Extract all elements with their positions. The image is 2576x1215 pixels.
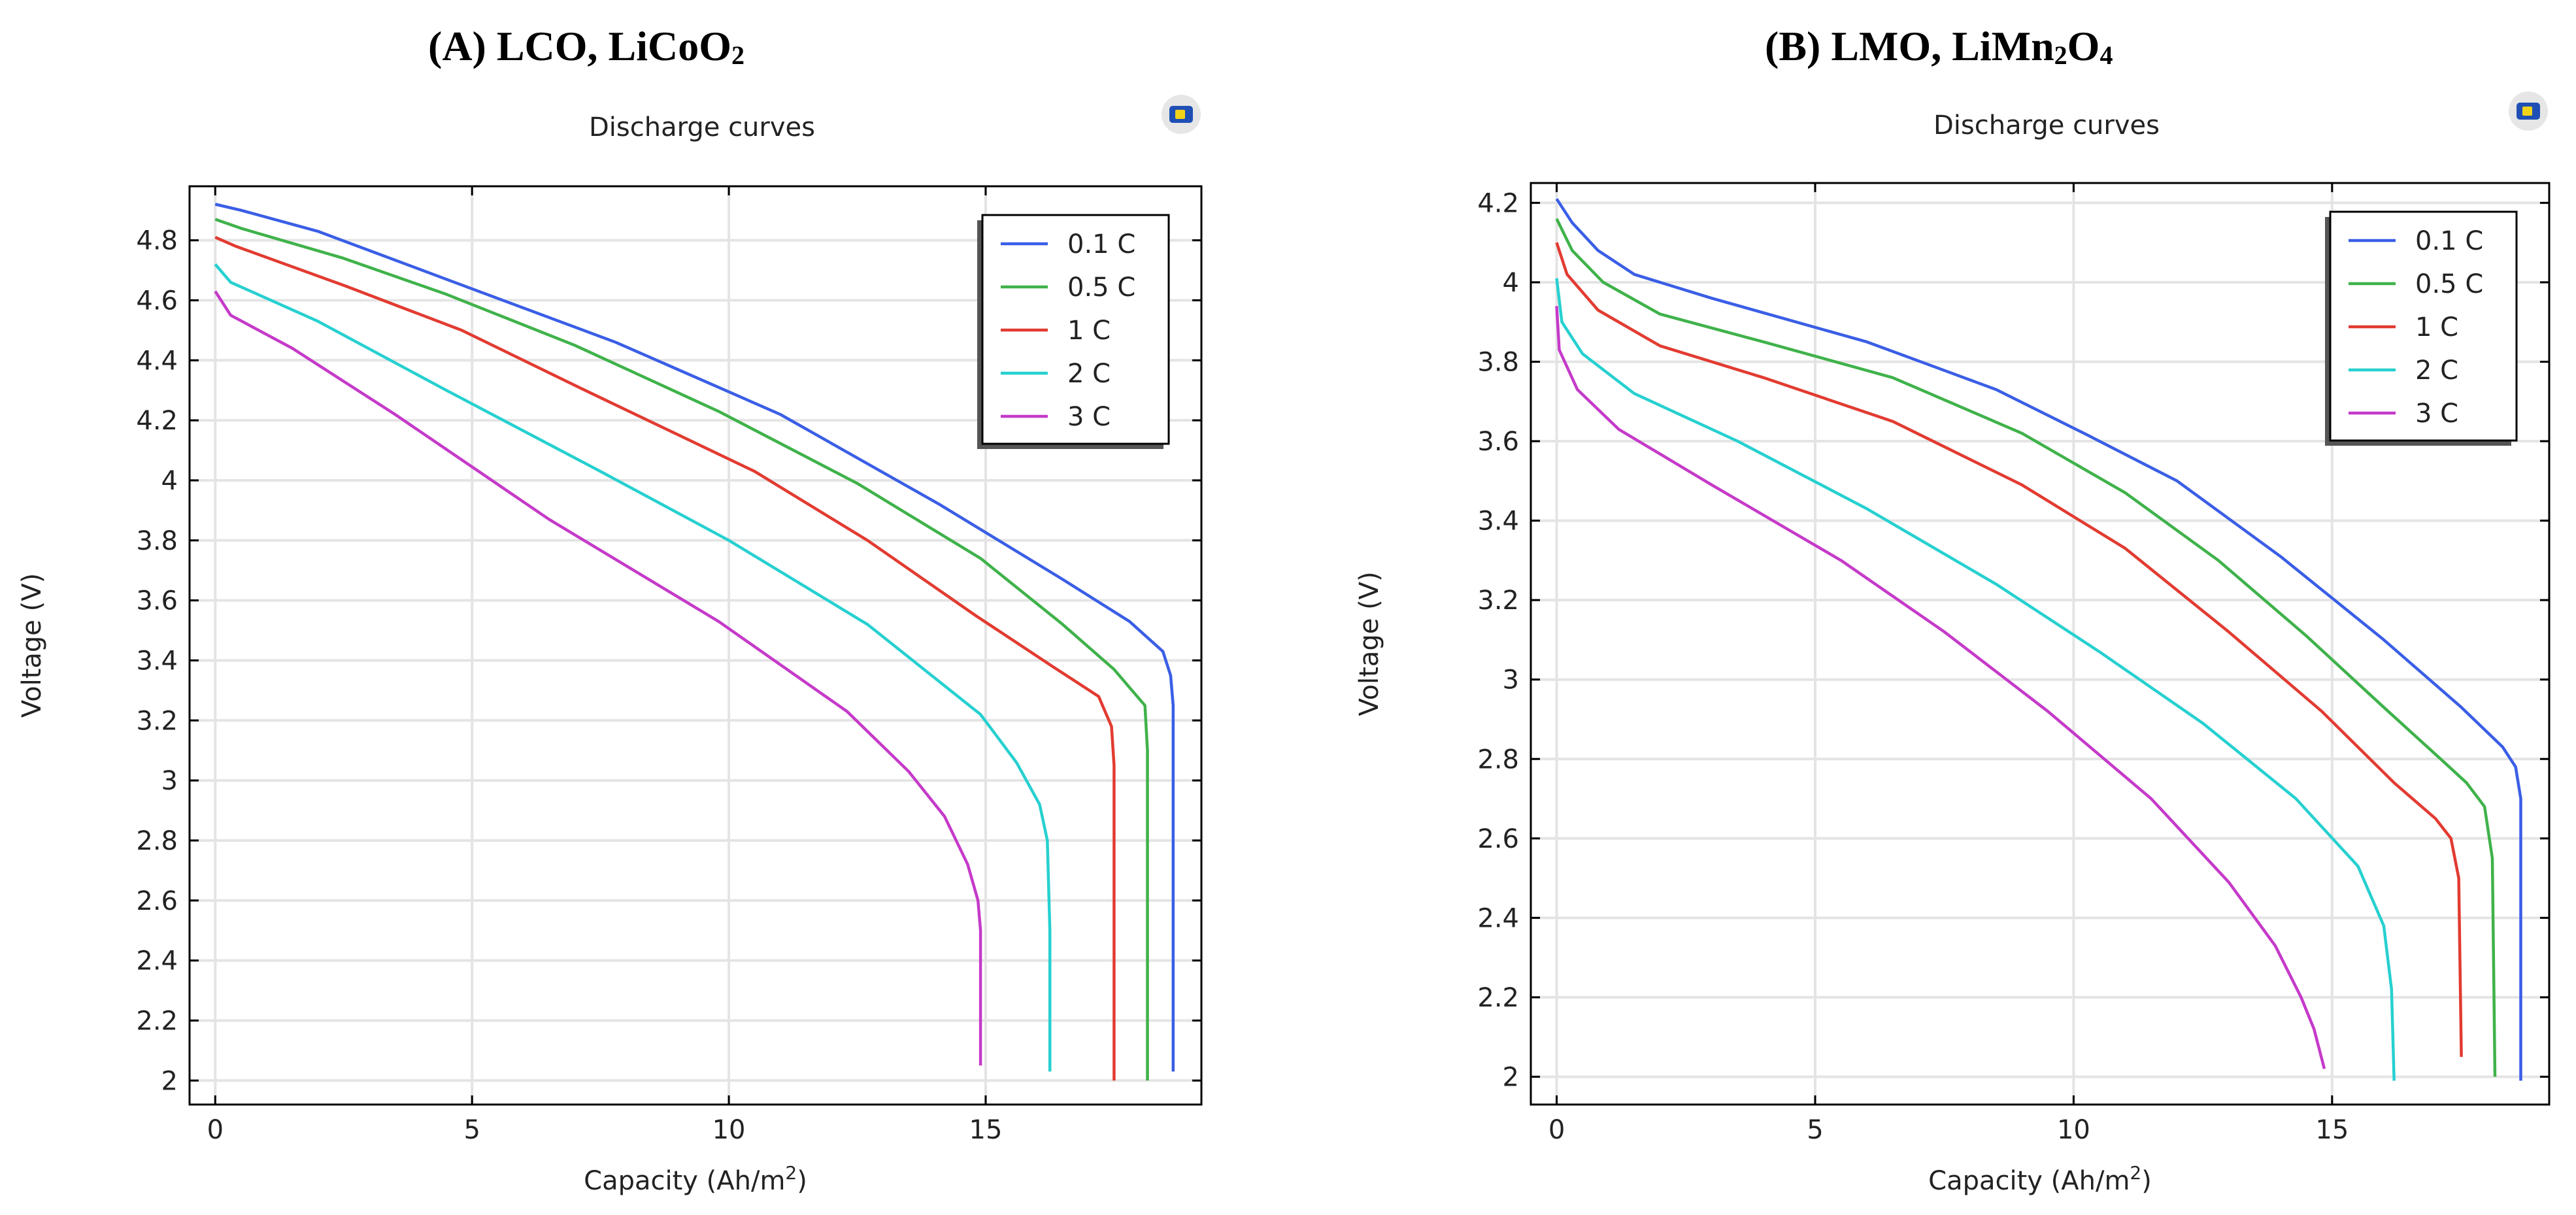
- x-tick-label: 5: [463, 1115, 480, 1145]
- series-line-2-C: [1555, 278, 2396, 1081]
- y-axis-label: Voltage (V): [17, 573, 47, 718]
- chart-title: Discharge curves: [589, 112, 815, 142]
- legend-label: 0.1 C: [2415, 226, 2483, 256]
- y-axis-label: Voltage (V): [1354, 571, 1384, 716]
- legend-label: 0.5 C: [2415, 269, 2483, 299]
- y-tick-label: 4.2: [136, 406, 178, 436]
- y-tick-label: 2.6: [1477, 824, 1519, 854]
- axes-frame: [1530, 182, 2551, 1106]
- y-tick-label: 3: [161, 766, 178, 796]
- x-tick-label: 5: [1807, 1115, 1823, 1145]
- x-axis-label-sup: 2: [785, 1162, 797, 1184]
- series-line-0-1-C: [1555, 198, 2522, 1081]
- y-tick-label: 3.2: [136, 706, 178, 736]
- series-line-3-C: [1555, 306, 2326, 1069]
- series-line-2-C: [214, 263, 1052, 1072]
- x-axis-label: Capacity (Ah/m2): [584, 1162, 807, 1196]
- panel-title-b-sub2: 4: [2099, 41, 2113, 70]
- panel-title-b-sub: 2: [2054, 41, 2067, 70]
- y-tick-label: 4.4: [136, 346, 178, 376]
- y-tick-label: 2: [1503, 1062, 1519, 1092]
- y-tick-label: 3.2: [1477, 586, 1519, 616]
- x-tick-label: 15: [2315, 1115, 2349, 1145]
- y-tick-label: 3.6: [136, 586, 178, 616]
- panel-title-a-main: (A) LCO, LiCoO: [428, 23, 731, 69]
- panel-title-b-main: (B) LMO, LiMn: [1765, 23, 2054, 69]
- legend-label: 2 C: [2415, 356, 2458, 386]
- legend-label: 3 C: [2415, 399, 2458, 429]
- axes-frame: [188, 185, 1203, 1106]
- comsol-logo-icon: [1162, 95, 1201, 134]
- legend-label: 0.1 C: [1067, 229, 1135, 259]
- y-tick-label: 2.4: [136, 946, 178, 976]
- x-axis-label-sup: 2: [2130, 1162, 2141, 1184]
- y-tick-label: 2.2: [1477, 983, 1519, 1013]
- x-tick-label: 0: [207, 1115, 224, 1145]
- chart-panel-a: 0 5 10 15 2 2.2 2.4 2.6 2.8 3 3.2 3.4 3.6 3.8 4 4.2 4.4 4…: [17, 112, 1203, 1196]
- panel-title-b: (B) LMO, LiMn2O4: [1765, 23, 2113, 70]
- x-axis-label-main: Capacity (Ah/m: [584, 1166, 785, 1196]
- series-line-0-5-C: [214, 218, 1149, 1081]
- y-tick-label: 4.8: [136, 226, 178, 256]
- series-line-0-5-C: [1555, 218, 2497, 1077]
- x-tick-label: 10: [2057, 1115, 2090, 1145]
- y-tick-label: 2: [161, 1066, 178, 1096]
- x-axis-label-main: Capacity (Ah/m: [1928, 1166, 2130, 1196]
- x-axis-label: Capacity (Ah/m2): [1928, 1162, 2152, 1196]
- y-tick-label: 3.6: [1477, 427, 1519, 457]
- legend-label: 1 C: [1067, 316, 1111, 346]
- y-tick-label: 3.8: [1477, 347, 1519, 377]
- chart-panel-b: 0 5 10 15 2 2.2 2.4 2.6 2.8 3 3.2 3.4 3.6 3.8 4 4.2 Disc…: [1354, 110, 2551, 1196]
- legend-label: 3 C: [1067, 402, 1111, 432]
- x-axis-label-end: ): [2141, 1166, 2152, 1196]
- series-line-1-C: [214, 236, 1116, 1081]
- y-tick-label: 2.8: [136, 826, 178, 856]
- y-tick-label: 3.4: [1477, 507, 1519, 537]
- y-tick-label: 4.6: [136, 286, 178, 316]
- y-tick-label: 4: [1503, 268, 1519, 298]
- y-tick-label: 3.4: [136, 646, 178, 676]
- chart-title: Discharge curves: [1933, 110, 2160, 141]
- series-line-3-C: [214, 290, 982, 1066]
- y-tick-label: 4.2: [1477, 188, 1519, 218]
- y-tick-label: 2.6: [136, 886, 178, 916]
- legend-label: 1 C: [2415, 312, 2458, 342]
- panel-title-a: (A) LCO, LiCoO2: [428, 23, 744, 70]
- legend-label: 2 C: [1067, 359, 1111, 389]
- y-tick-label: 2.8: [1477, 744, 1519, 774]
- y-tick-label: 3.8: [136, 526, 178, 556]
- panel-title-b-mid: O: [2067, 23, 2100, 69]
- series-line-0-1-C: [214, 203, 1175, 1072]
- y-tick-label: 2.2: [136, 1006, 178, 1036]
- x-tick-label: 0: [1548, 1115, 1565, 1145]
- series-line-1-C: [1555, 242, 2463, 1057]
- comsol-logo-icon: [2509, 92, 2548, 131]
- x-tick-label: 15: [969, 1115, 1003, 1145]
- y-tick-label: 2.4: [1477, 903, 1519, 933]
- x-axis-label-end: ): [797, 1166, 807, 1196]
- legend-label: 0.5 C: [1067, 273, 1135, 303]
- x-tick-label: 10: [712, 1115, 746, 1145]
- y-tick-label: 4: [161, 466, 178, 496]
- y-tick-label: 3: [1503, 665, 1519, 695]
- panel-title-a-sub: 2: [731, 41, 744, 70]
